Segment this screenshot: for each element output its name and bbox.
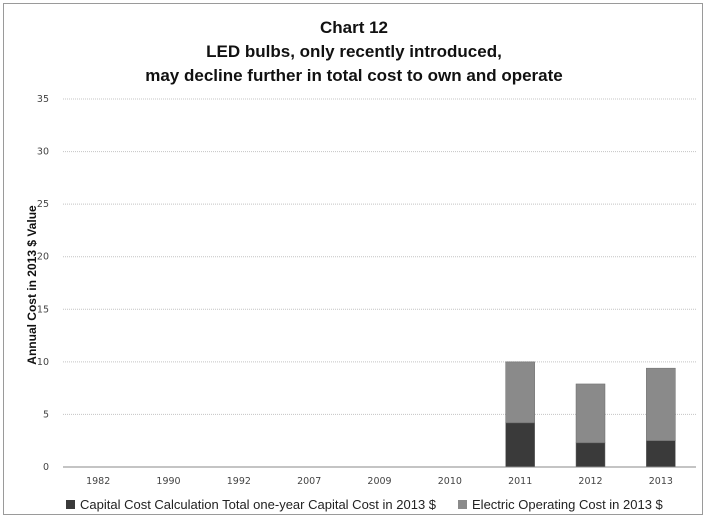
gridlines (63, 98, 696, 415)
chart-subtitle-line-2: may decline further in total cost to own… (145, 66, 563, 85)
x-tick-label: 2009 (367, 476, 391, 487)
bar-segment-capital-cost-2012 (575, 442, 606, 468)
bar-segment-electric-cost-2011 (505, 361, 535, 424)
chart-subtitle-line-1: LED bulbs, only recently introduced, (206, 42, 502, 61)
legend-swatch-electric-cost (458, 500, 468, 509)
y-tick-label: 15 (37, 304, 49, 315)
y-tick-label: 0 (43, 462, 49, 473)
y-tick-label: 20 (37, 252, 49, 263)
x-tick-label: 1982 (86, 476, 110, 487)
legend: Capital Cost Calculation Total one-year … (66, 497, 663, 512)
y-tick-labels: 0 5 10 15 20 25 30 35 (37, 94, 49, 473)
y-tick-label: 30 (37, 147, 49, 158)
y-axis-label: Annual Cost in 2013 $ Value (25, 205, 39, 365)
bars (505, 361, 676, 468)
x-tick-label: 2007 (297, 476, 321, 487)
x-tick-label: 1992 (227, 476, 251, 487)
x-tick-labels: 1982 1990 1992 2007 2009 2010 2011 2012 2013 (86, 476, 673, 487)
bar-segment-electric-cost-2012 (575, 383, 606, 444)
legend-item-capital-cost: Capital Cost Calculation Total one-year … (66, 497, 436, 512)
x-tick-label: 2010 (438, 476, 462, 487)
legend-label-capital-cost: Capital Cost Calculation Total one-year … (80, 497, 437, 512)
y-tick-label: 35 (37, 94, 49, 105)
x-tick-label: 2011 (508, 476, 532, 487)
y-tick-label: 25 (37, 199, 49, 210)
legend-label-electric-cost: Electric Operating Cost in 2013 $ (472, 497, 663, 512)
y-tick-label: 10 (37, 357, 49, 368)
bar-segment-capital-cost-2013 (646, 440, 676, 468)
y-tick-label: 5 (43, 409, 49, 420)
chart-titles: Chart 12 LED bulbs, only recently introd… (0, 16, 708, 88)
legend-swatch-capital-cost (66, 500, 75, 509)
x-tick-label: 1990 (156, 476, 180, 487)
x-tick-label: 2012 (578, 476, 602, 487)
bar-segment-electric-cost-2013 (646, 367, 676, 441)
bar-segment-capital-cost-2011 (505, 422, 535, 468)
legend-item-electric-cost: Electric Operating Cost in 2013 $ (458, 497, 663, 512)
x-tick-label: 2013 (649, 476, 673, 487)
chart-title: Chart 12 (319, 18, 389, 37)
